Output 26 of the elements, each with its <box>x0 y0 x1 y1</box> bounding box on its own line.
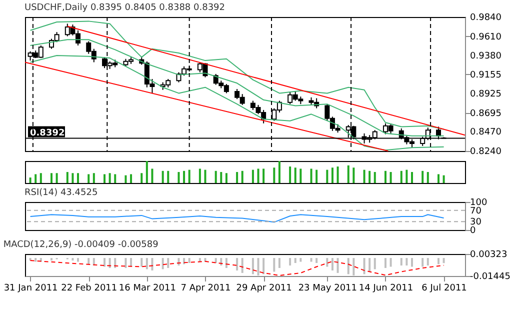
x-tick-label: 7 Apr 2011 <box>180 284 231 294</box>
x-tick-label: 14 Jun 2011 <box>358 284 414 294</box>
y-tick-label: 0.9380 <box>470 52 502 62</box>
x-tick-label: 29 Apr 2011 <box>236 284 292 294</box>
chart-title: RSI(14) 43.4525 <box>24 188 98 198</box>
y-tick-label: 0.8470 <box>470 128 502 138</box>
ref-line-label: 0.8392 <box>30 128 65 138</box>
y-tick-label: 0.00323 <box>470 250 508 260</box>
y-tick-label: 0.9610 <box>470 32 502 42</box>
x-tick-label: 16 Mar 2011 <box>118 284 176 294</box>
y-tick-label: -0.01445 <box>470 272 510 282</box>
x-tick-label: 31 Jan 2011 <box>4 284 58 294</box>
y-tick-label: 0 <box>470 226 476 236</box>
y-tick-label: 70 <box>470 206 482 216</box>
chart-title: USDCHF,Daily 0.8395 0.8405 0.8388 0.8392 <box>24 3 226 13</box>
y-tick-label: 0.8240 <box>470 147 502 157</box>
y-tick-label: 30 <box>470 218 482 228</box>
y-tick-label: 0.8695 <box>470 108 502 119</box>
x-tick-label: 23 May 2011 <box>298 284 358 294</box>
y-tick-label: 100 <box>470 198 488 208</box>
y-tick-label: 0.9155 <box>470 70 502 80</box>
y-tick-label: 0.9840 <box>470 13 502 23</box>
y-tick-label: 0.8925 <box>470 90 502 100</box>
x-tick-label: 6 Jul 2011 <box>422 284 467 294</box>
x-tick-label: 22 Feb 2011 <box>61 284 118 294</box>
chart-title: MACD(12,26,9) -0.00409 -0.00589 <box>3 240 159 250</box>
